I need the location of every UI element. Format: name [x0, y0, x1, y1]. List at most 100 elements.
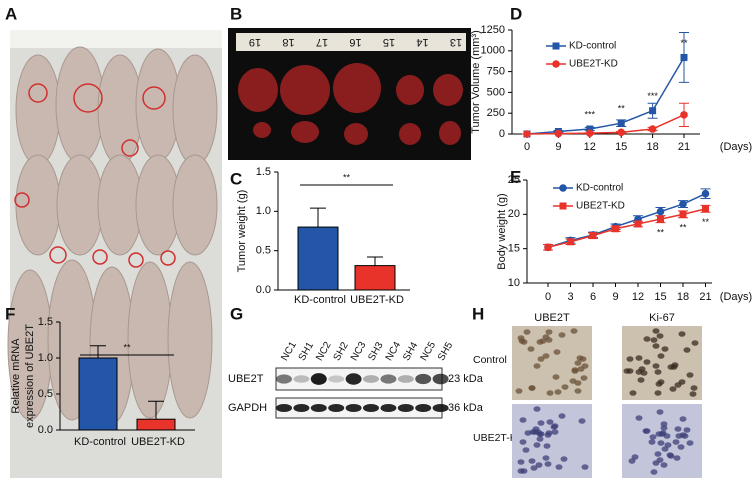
x-tick-label: 3 [567, 291, 573, 303]
lane-label: NC2 [314, 340, 334, 363]
nucleus [560, 456, 568, 462]
nucleus [677, 444, 685, 450]
nucleus [517, 335, 525, 341]
lane-label: SH2 [332, 340, 351, 363]
x-tick-label: 21 [678, 141, 690, 153]
nucleus [535, 462, 543, 468]
point [701, 189, 710, 198]
x-axis-label: (Days) [720, 291, 752, 303]
nucleus [554, 389, 562, 395]
nucleus [519, 417, 527, 423]
band [310, 404, 327, 412]
nucleus [578, 418, 586, 424]
nucleus [652, 343, 660, 349]
series-line [526, 57, 685, 135]
lane-label: NC5 [419, 340, 439, 363]
legend-marker [552, 42, 560, 50]
point [680, 111, 688, 119]
legend-label: UBE2T-KD [576, 201, 625, 212]
significance: ** [123, 342, 131, 352]
nucleus [669, 386, 677, 392]
legend-marker [559, 202, 567, 210]
y-axis-label: Body weight (g) [496, 193, 508, 269]
nucleus [533, 442, 541, 448]
nucleus [542, 353, 550, 359]
legend-marker [559, 184, 567, 192]
nucleus [544, 432, 552, 438]
band [310, 373, 327, 385]
point [649, 107, 657, 115]
nucleus [555, 464, 563, 470]
y-tick-label: 1250 [481, 24, 505, 36]
band [276, 374, 292, 384]
nucleus [637, 377, 645, 383]
nucleus [553, 349, 561, 355]
x-tick-label: UBE2T-KD [131, 436, 185, 448]
nucleus [561, 384, 569, 390]
significance: ** [679, 223, 687, 233]
chart: 0.0 0.5 1.0 1.5 Relative mRNA expression of U… [10, 316, 195, 448]
nucleus [660, 425, 668, 431]
nucleus [545, 329, 553, 335]
y-tick-label: 0.0 [38, 424, 53, 436]
y-tick-label: 0.5 [256, 245, 271, 257]
y-tick-label: 1.5 [256, 166, 271, 178]
x-tick-label: 18 [646, 141, 658, 153]
point [679, 210, 687, 218]
ruler-label: 15 [383, 36, 395, 48]
nucleus [683, 347, 691, 353]
significance: ** [680, 38, 688, 48]
point [544, 243, 552, 251]
nucleus [574, 380, 582, 386]
x-tick-label: 18 [677, 291, 689, 303]
nucleus [537, 356, 545, 362]
x-tick-label: 9 [612, 291, 618, 303]
panel-label: E [510, 167, 521, 186]
significance: ** [702, 217, 710, 227]
nucleus [528, 385, 536, 391]
x-tick-label: 6 [590, 291, 596, 303]
point [554, 129, 563, 138]
column-label: UBE2T [534, 312, 570, 324]
nucleus [542, 455, 550, 461]
nucleus [558, 332, 566, 338]
lane-label: SH4 [401, 340, 420, 363]
nucleus [623, 368, 631, 374]
x-tick-label: KD-control [294, 294, 346, 306]
nucleus [570, 328, 578, 334]
point [656, 207, 665, 216]
legend-label: KD-control [576, 183, 623, 194]
band [432, 373, 449, 385]
nucleus [689, 391, 697, 397]
band-label: GAPDH [228, 402, 267, 414]
ruler-label: 18 [282, 36, 294, 48]
band [363, 375, 379, 383]
nucleus [656, 333, 664, 339]
nucleus [649, 434, 657, 440]
nucleus [648, 439, 656, 445]
nucleus [643, 428, 651, 434]
panel-label: C [230, 169, 242, 188]
nucleus [678, 331, 686, 337]
nucleus [551, 429, 559, 435]
nucleus [529, 429, 537, 435]
y-tick-label: 20 [508, 208, 520, 220]
y-tick-label: 1000 [481, 45, 505, 57]
nucleus [657, 440, 665, 446]
nucleus [629, 390, 637, 396]
ruler-label: 14 [416, 36, 428, 48]
nucleus [652, 460, 660, 466]
y-tick-label: 750 [487, 66, 505, 78]
lane-label: SH5 [436, 340, 455, 363]
lane-label: SH1 [297, 340, 316, 363]
x-tick-label: 15 [615, 141, 627, 153]
nucleus [650, 337, 658, 343]
nucleus [686, 440, 694, 446]
nucleus [536, 436, 544, 442]
x-tick-label: UBE2T-KD [350, 294, 404, 306]
nucleus [517, 468, 525, 474]
band [328, 404, 345, 412]
lane-label: NC4 [384, 340, 404, 363]
nucleus [659, 430, 667, 436]
